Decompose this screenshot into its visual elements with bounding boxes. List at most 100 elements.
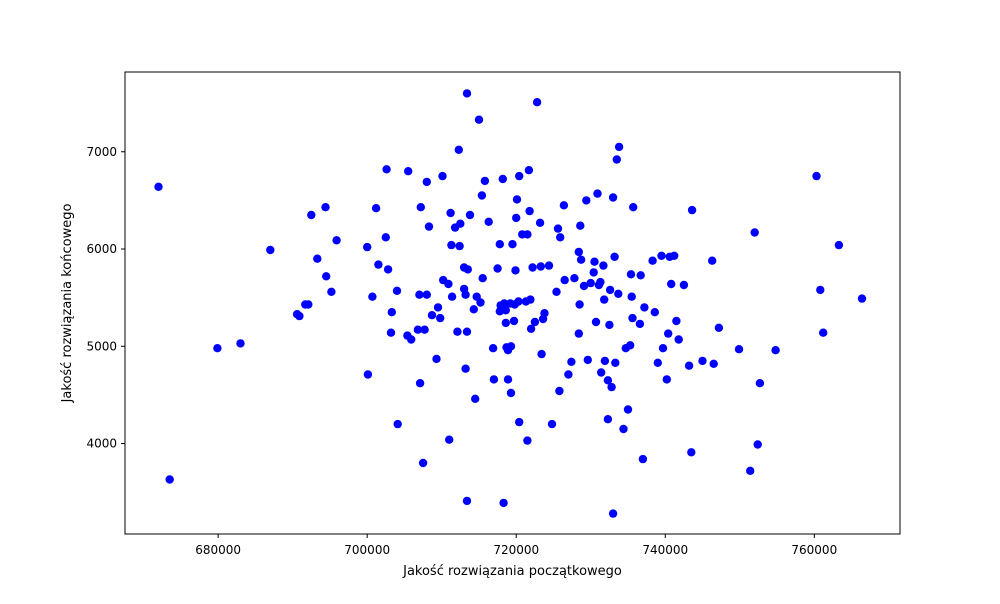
data-point	[603, 376, 613, 385]
data-point	[332, 236, 341, 245]
data-point	[599, 261, 608, 270]
data-point	[374, 260, 383, 269]
data-point	[593, 189, 602, 198]
x-tick-label: 740000	[642, 543, 688, 557]
data-point	[363, 370, 373, 379]
plot-frame	[124, 71, 901, 535]
data-point	[404, 167, 413, 176]
data-point	[623, 405, 633, 414]
x-axis-label: Jakość rozwiązania początkowego	[402, 564, 622, 579]
y-tick-label: 6000	[86, 242, 117, 256]
data-point	[381, 233, 390, 242]
data-point	[480, 176, 490, 186]
data-point	[607, 382, 616, 392]
data-point	[600, 356, 610, 366]
data-point	[363, 242, 372, 252]
data-point	[515, 171, 524, 181]
data-point	[816, 285, 825, 295]
data-point	[662, 375, 671, 384]
data-point	[750, 228, 759, 237]
data-point	[640, 303, 649, 312]
data-point	[427, 311, 437, 320]
data-point	[462, 496, 472, 506]
data-point	[523, 436, 532, 445]
data-point	[499, 498, 508, 508]
x-tick-label: 760000	[791, 543, 837, 557]
data-point	[753, 440, 762, 449]
data-point	[476, 298, 485, 307]
data-point	[709, 359, 718, 368]
data-point	[559, 201, 569, 210]
data-point	[528, 263, 537, 272]
data-point	[461, 290, 470, 299]
data-point	[447, 292, 457, 301]
data-point	[626, 270, 636, 279]
data-point	[591, 317, 601, 327]
data-point	[574, 247, 583, 257]
data-point	[555, 386, 564, 396]
data-point	[433, 303, 443, 312]
data-point	[857, 294, 867, 303]
data-point	[462, 327, 472, 336]
data-point	[236, 339, 245, 348]
data-point	[608, 509, 618, 518]
data-point	[670, 251, 679, 260]
data-point	[424, 222, 434, 231]
data-point	[714, 323, 724, 332]
data-point	[610, 252, 619, 261]
data-point	[684, 361, 694, 370]
data-point	[532, 98, 542, 107]
data-point	[383, 265, 393, 274]
data-point	[415, 379, 425, 388]
data-point	[392, 286, 402, 295]
data-point	[657, 251, 666, 260]
data-point	[679, 280, 689, 290]
data-point	[570, 274, 579, 283]
data-point	[469, 305, 478, 314]
data-point	[456, 219, 465, 228]
data-point	[582, 196, 591, 205]
data-point	[461, 364, 470, 373]
data-point	[648, 256, 657, 265]
data-point	[755, 379, 765, 388]
data-point	[619, 424, 628, 434]
data-point	[687, 448, 696, 457]
data-point	[638, 454, 648, 464]
data-point	[515, 417, 524, 427]
data-point	[567, 357, 576, 366]
data-point	[508, 240, 517, 249]
y-tick-label: 5000	[86, 339, 117, 353]
data-point	[432, 354, 441, 364]
data-point	[536, 262, 545, 271]
data-point	[629, 203, 638, 212]
data-point	[574, 329, 583, 338]
data-point	[321, 203, 330, 212]
data-point	[523, 230, 532, 239]
data-points	[154, 89, 867, 518]
data-point	[444, 279, 453, 289]
data-point	[266, 245, 275, 255]
data-point	[471, 394, 480, 403]
y-tick-label: 7000	[86, 145, 117, 159]
data-point	[698, 356, 707, 366]
data-point	[445, 435, 454, 444]
x-tick-label: 700000	[344, 543, 390, 557]
data-point	[746, 466, 755, 475]
data-point	[812, 171, 821, 181]
data-point	[576, 255, 586, 264]
data-point	[422, 290, 431, 299]
x-tick-label: 720000	[493, 543, 539, 557]
data-point	[579, 281, 589, 291]
data-point	[455, 241, 464, 251]
data-point	[560, 275, 569, 285]
data-point	[295, 311, 304, 321]
data-point	[501, 306, 510, 315]
data-point	[512, 195, 522, 204]
data-point	[575, 300, 584, 309]
data-point	[213, 344, 222, 353]
data-point	[708, 256, 717, 265]
data-point	[834, 240, 844, 250]
data-point	[544, 261, 554, 270]
data-point	[313, 254, 322, 263]
